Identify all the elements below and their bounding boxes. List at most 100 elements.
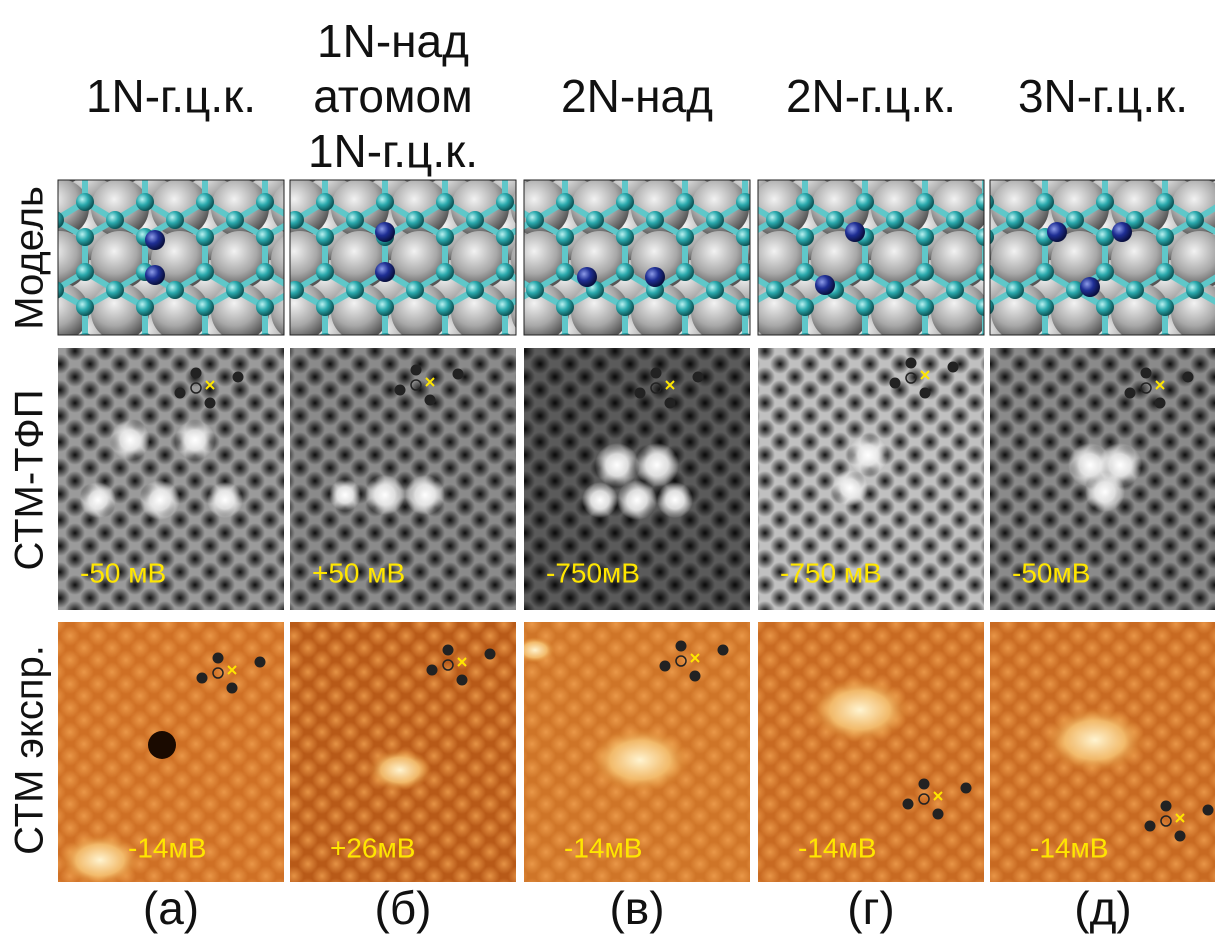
panel-caption: (б) [375,882,432,934]
bright-spot [110,420,150,460]
marker-dot [718,645,729,656]
bright-spot [207,482,243,518]
marker-dot [635,388,646,399]
marker-dot [919,779,930,790]
marker-dot [690,671,701,682]
marker-dot [1203,805,1214,816]
panel-caption: (д) [1074,882,1131,934]
bias-label: +50 мВ [312,557,405,588]
marker-dot [1141,368,1152,379]
nitrogen-atom [845,222,865,242]
column-header: 1N-г.ц.к. [86,70,256,122]
bias-label: +26мВ [330,832,415,863]
column-header: 2N-над [561,70,713,122]
bright-spot [582,482,618,518]
marker-dot [453,369,464,380]
marker-dot [906,358,917,369]
marker-dot [457,675,468,686]
bias-label: -750 мВ [780,557,882,588]
marker-dot [1183,372,1194,383]
graphene [58,180,284,335]
bias-label: -50 мВ [80,557,166,588]
bright-spot [365,475,405,515]
panel-caption: (а) [143,882,199,934]
marker-dot [205,398,216,409]
nitrogen-atom [1080,277,1100,297]
marker-dot [890,378,901,389]
marker-dot [443,645,454,656]
marker-dot [1145,821,1156,832]
row-label: СТМ-ТФП [8,390,52,571]
row-label: СТМ экспр. [8,645,52,855]
graphene [524,180,750,335]
bright-spot [1085,472,1125,512]
column-header: 3N-г.ц.к. [1018,70,1188,122]
model-panel [58,180,284,335]
nitrogen-atom [375,222,395,242]
marker-dot [191,368,202,379]
marker-dot [485,649,496,660]
marker-dot [213,653,224,664]
bias-label: -14мВ [564,832,642,863]
bright-spot [329,479,361,511]
bright-feature [368,749,432,791]
graphene [990,180,1215,335]
marker-dot [411,365,422,376]
marker-dot [427,665,438,676]
bright-spot [635,443,679,487]
marker-dot [903,799,914,810]
graphene [290,180,516,335]
marker-dot [920,388,931,399]
nitrogen-atom [815,275,835,295]
graphene [758,180,984,335]
dark-feature [148,731,176,759]
panel-caption: (г) [847,882,894,934]
nitrogen-atom [1112,222,1132,242]
marker-dot [651,368,662,379]
bright-spot [175,420,215,460]
bright-spot [832,470,868,506]
bright-spot [405,475,445,515]
model-panel [990,180,1215,335]
marker-dot [175,388,186,399]
column-header: 1N-над [317,15,469,67]
bright-spot [848,435,888,475]
bias-label: -14мВ [128,832,206,863]
bright-spot [140,480,180,520]
marker-dot [1161,801,1172,812]
bias-label: -50мВ [1012,557,1090,588]
model-panel [758,180,984,335]
bright-spot [657,482,693,518]
nitrogen-atom [375,262,395,282]
nitrogen-atom [577,267,597,287]
marker-dot [948,362,959,373]
bright-spot [595,443,639,487]
bias-label: -14мВ [798,832,876,863]
nitrogen-atom [145,265,165,285]
model-panel [524,180,750,335]
nitrogen-atom [145,230,165,250]
marker-dot [233,372,244,383]
bright-feature [810,678,910,743]
panel-caption: (в) [609,882,664,934]
marker-dot [425,395,436,406]
row-label: Модель [8,186,52,330]
bright-feature [590,728,690,793]
nitrogen-atom [1047,222,1067,242]
column-header: атомом [313,70,473,122]
marker-dot [676,641,687,652]
marker-dot [933,809,944,820]
bias-label: -14мВ [1030,832,1108,863]
bright-spot [617,480,657,520]
figure: Модель СТМ-ТФП СТМ экспр. 1N-г.ц.к. -50 мВ -1… [0,0,1215,944]
marker-dot [227,683,238,694]
marker-dot [660,661,671,672]
marker-dot [1125,388,1136,399]
marker-dot [1155,398,1166,409]
column-header: 1N-г.ц.к. [308,125,478,177]
bias-label: -750мВ [546,557,640,588]
marker-dot [961,783,972,794]
marker-dot [665,398,676,409]
marker-dot [1175,831,1186,842]
nitrogen-atom [645,267,665,287]
